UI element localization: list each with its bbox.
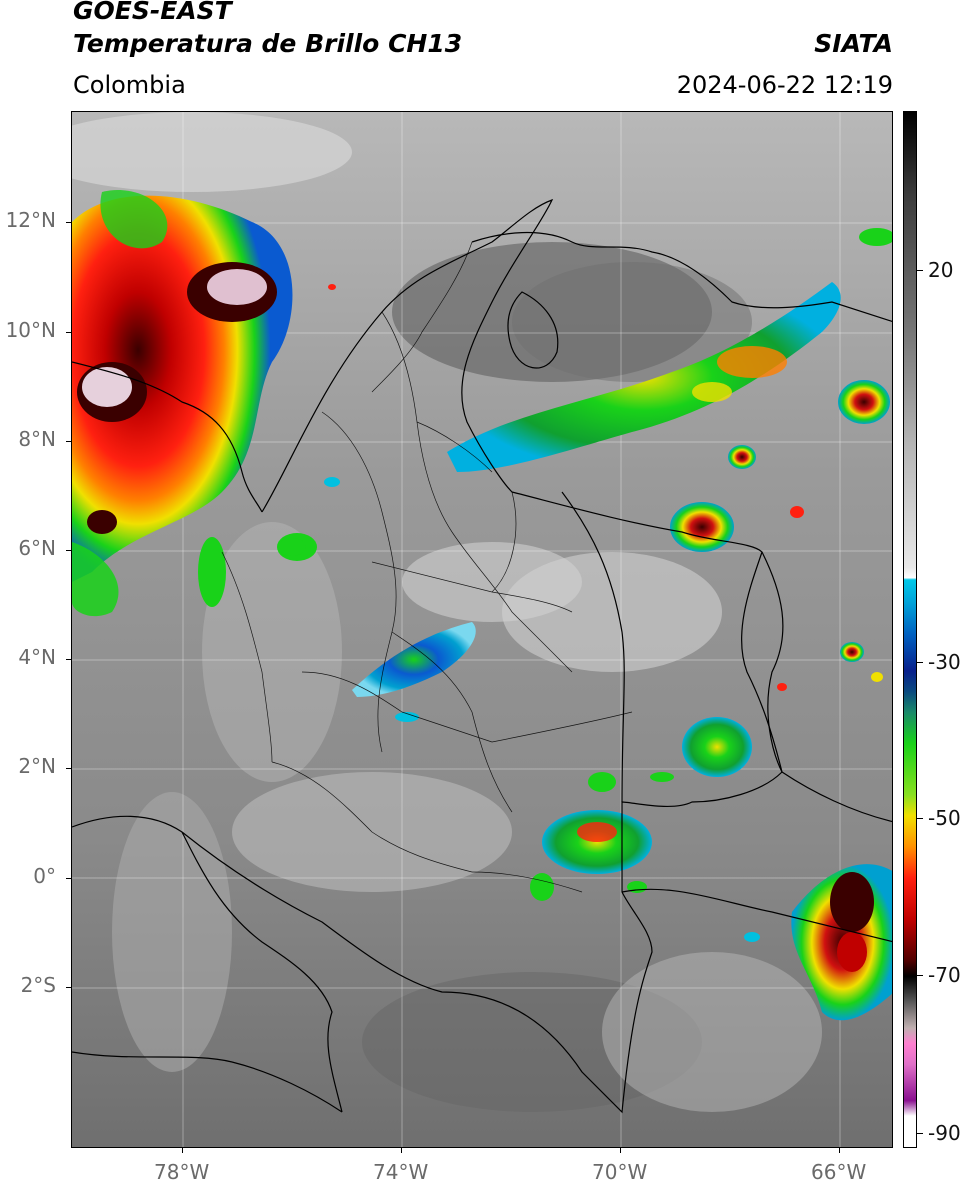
borders [72,198,892,1114]
colorbar-tick [917,662,923,663]
lon-tick [839,1148,840,1153]
colorbar-label-minus50: -50 [928,806,961,830]
colorbar-tick [917,270,923,271]
lon-label-70w: 70°W [592,1160,648,1184]
colorbar-tick [917,1133,923,1134]
region-label: Colombia [73,71,186,99]
lat-tick [66,878,71,879]
lat-tick [66,659,71,660]
lat-label-2s: 2°S [20,973,56,997]
cloud-tops [72,190,892,1021]
lat-label-6n: 6°N [18,536,56,560]
lon-tick [620,1148,621,1153]
department-borders [221,241,633,893]
product-title: Temperatura de Brillo CH13 [73,29,463,58]
satellite-map [71,111,893,1148]
colorbar-label-20: 20 [928,258,954,282]
map-canvas [72,112,892,1147]
lat-tick [66,987,71,988]
lat-label-2n: 2°N [18,754,56,778]
lon-label-78w: 78°W [154,1160,210,1184]
lon-tick [401,1148,402,1153]
lat-label-10n: 10°N [5,318,56,342]
lat-label-4n: 4°N [18,645,56,669]
lat-label-0: 0° [33,864,56,888]
lat-tick [66,222,71,223]
lat-tick [66,768,71,769]
colorbar-tick [917,975,923,976]
lat-label-8n: 8°N [18,427,56,451]
temperature-colorbar [903,111,917,1148]
lon-tick [182,1148,183,1153]
satellite-title: GOES-EAST [73,0,232,25]
colorbar-label-minus90: -90 [928,1121,961,1145]
lat-tick [66,441,71,442]
lon-label-66w: 66°W [811,1160,867,1184]
timestamp-label: 2024-06-22 12:19 [676,71,893,99]
colorbar-label-minus70: -70 [928,963,961,987]
lat-label-12n: 12°N [5,208,56,232]
lat-tick [66,550,71,551]
colorbar-tick [917,818,923,819]
agency-label: SIATA [814,29,893,58]
lon-label-74w: 74°W [373,1160,429,1184]
lat-tick [66,332,71,333]
colorbar-label-minus30: -30 [928,650,961,674]
